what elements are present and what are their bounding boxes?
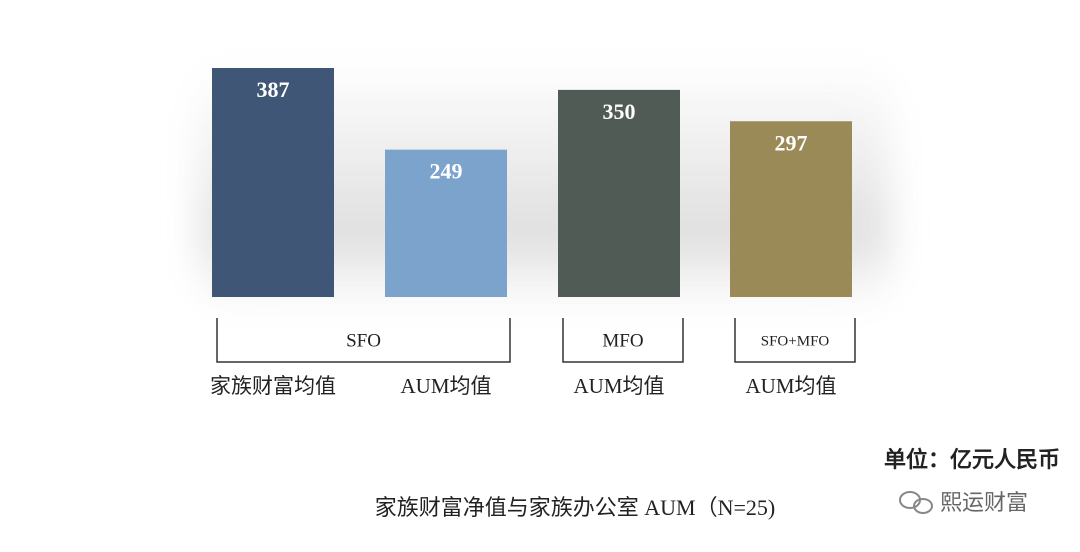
bar <box>385 149 507 297</box>
x-tick-label: 家族财富均值 <box>210 374 336 398</box>
value-label: 249 <box>430 159 463 184</box>
bar <box>730 121 852 297</box>
group-bracket <box>562 318 684 363</box>
value-label: 350 <box>603 99 636 124</box>
unit: 单位：亿元人民币 <box>884 447 1060 472</box>
group-bracket <box>734 318 856 363</box>
group-label: SFO <box>346 330 381 351</box>
bar <box>558 89 680 297</box>
bar <box>212 68 334 297</box>
chart-title: 家族财富净值与家族办公室 AUM（N=25) <box>375 495 775 520</box>
value-label: 387 <box>257 77 290 102</box>
group-bracket <box>216 318 511 363</box>
watermark: 熙运财富 <box>940 491 1028 516</box>
value-label: 297 <box>775 130 808 155</box>
x-tick-label: AUM均值 <box>573 374 664 398</box>
group-label: MFO <box>602 330 643 351</box>
x-tick-label: AUM均值 <box>745 374 836 398</box>
x-tick-label: AUM均值 <box>400 374 491 398</box>
watermark-icon <box>899 491 933 514</box>
group-label: SFO+MFO <box>761 333 830 349</box>
shadow <box>200 60 890 310</box>
